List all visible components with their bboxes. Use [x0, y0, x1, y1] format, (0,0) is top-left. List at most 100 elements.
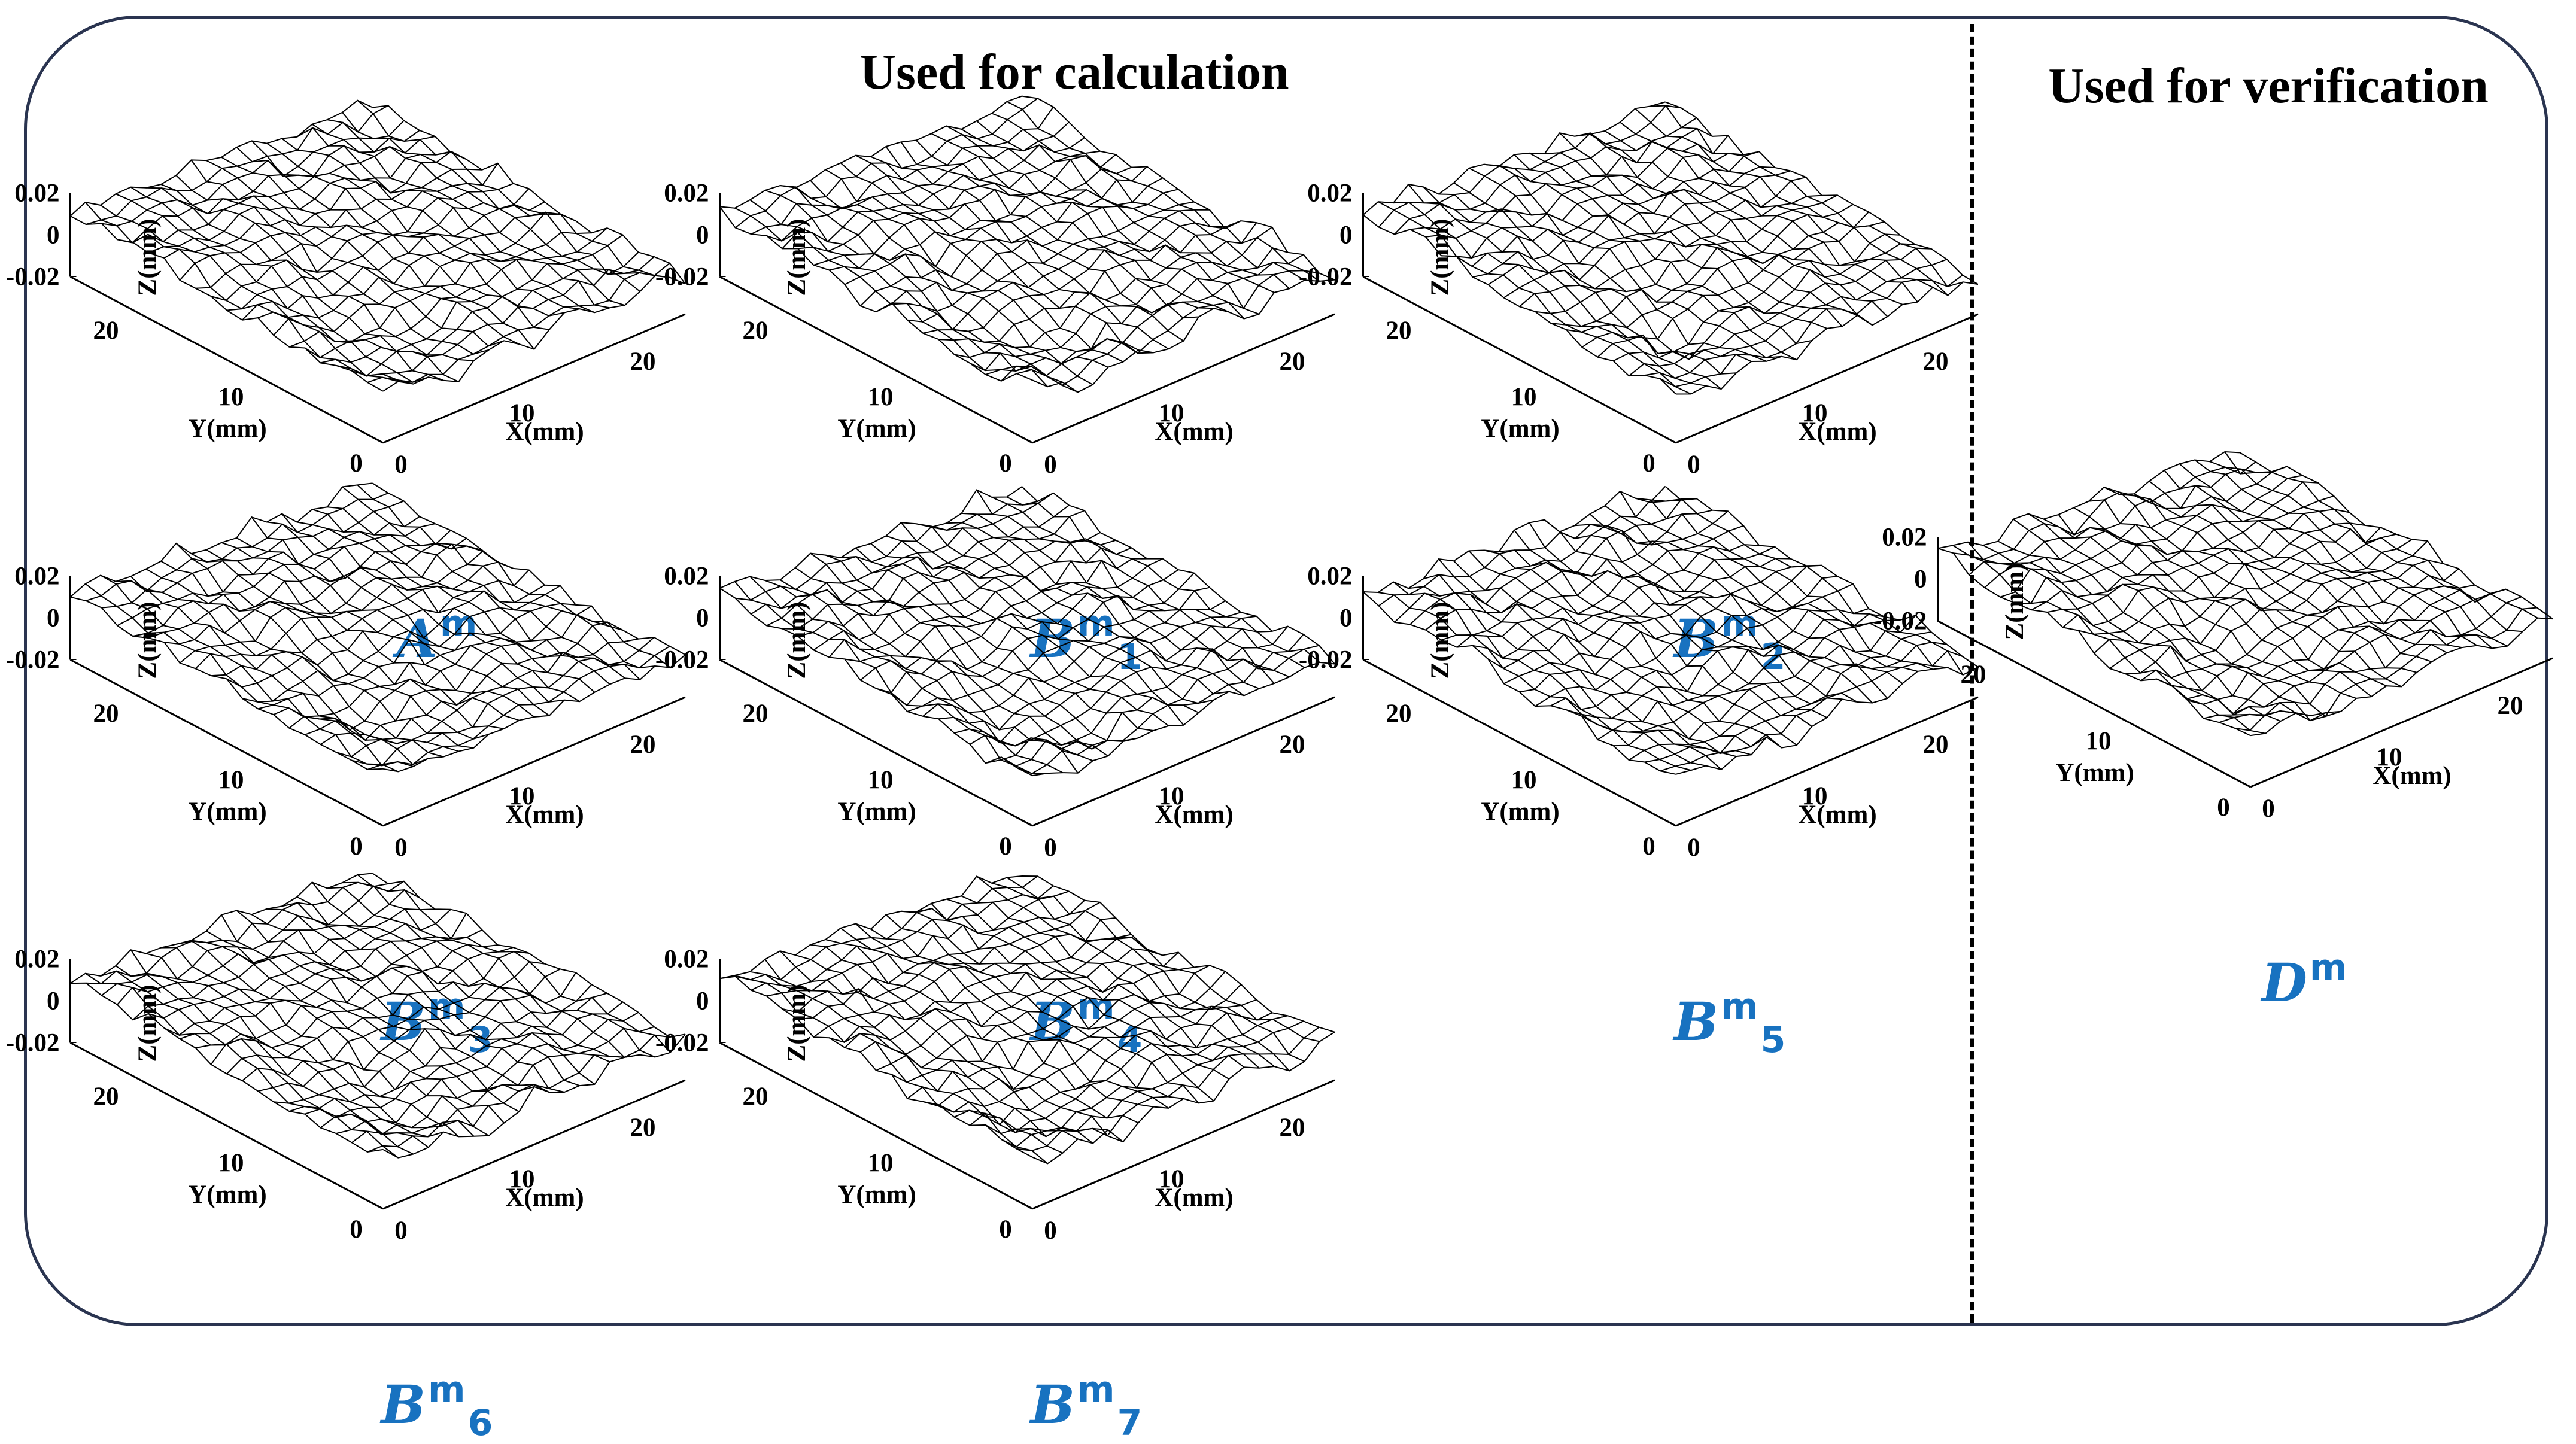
y-axis-label: Y(mm): [1481, 415, 1559, 443]
x-tick-label: 20: [2498, 692, 2523, 720]
z-tick-label: 0.02: [664, 563, 709, 591]
y-tick-label: 20: [1386, 317, 1412, 345]
surface-plot-b1: 0.02 0 -0.02 20 10 0 0 10 20 Z(mm) Y(mm) X(mm) Bm1: [655, 95, 1404, 678]
y-axis-line: [1362, 276, 1676, 444]
z-tick-label: 0.02: [1882, 524, 1927, 552]
x-tick-label: 0: [1044, 1217, 1057, 1245]
z-axis-label: Z(mm): [133, 985, 162, 1062]
z-tick-label: -0.02: [655, 263, 709, 291]
x-tick-label: 20: [1280, 731, 1305, 759]
z-axis-label: Z(mm): [1426, 219, 1454, 296]
y-axis-line: [1937, 620, 2251, 788]
y-axis-line: [69, 1042, 384, 1210]
surface-plot-svg: 0.02 0 -0.02 20 10 0 0 10 20 Z(mm) Y(mm) X(mm): [6, 873, 686, 1245]
z-tick-label: 0.02: [1307, 180, 1352, 208]
plot-name-label: Bm6: [381, 1369, 493, 1444]
surface-plot-b2: 0.02 0 -0.02 20 10 0 0 10 20 Z(mm) Y(mm) X(mm) Bm2: [1299, 101, 2047, 678]
x-axis-line: [1032, 696, 1335, 827]
y-axis-line: [1362, 659, 1676, 827]
x-axis-label: X(mm): [505, 418, 584, 446]
y-tick-label: 10: [868, 1149, 894, 1177]
x-tick-label: 10: [1802, 782, 1828, 810]
x-tick-label: 10: [2377, 743, 2402, 771]
surface-plot-svg: 0.02 0 -0.02 20 10 0 0 10 20 Z(mm) Y(mm) X(mm): [1299, 485, 1979, 862]
z-axis-label: Z(mm): [783, 602, 811, 679]
y-axis-label: Y(mm): [837, 415, 916, 443]
z-tick-label: -0.02: [6, 263, 60, 291]
y-tick-label: 0: [350, 1215, 363, 1244]
y-tick-label: 10: [218, 766, 244, 794]
x-tick-label: 20: [1923, 731, 1949, 759]
z-tick-label: -0.02: [655, 1029, 709, 1057]
z-tick-label: -0.02: [1299, 646, 1353, 674]
z-tick-label: -0.02: [6, 1029, 60, 1057]
z-axis-label: Z(mm): [783, 985, 811, 1062]
heading-verification: Used for verification: [2048, 58, 2489, 114]
y-axis-label: Y(mm): [2055, 759, 2134, 787]
surface-plot-a: 0.02 0 -0.02 20 10 0 0 10 20 Z(mm) Y(mm) X(mm) Am: [6, 99, 754, 670]
y-axis-label: Y(mm): [188, 1181, 266, 1209]
x-axis-label: X(mm): [1155, 801, 1233, 829]
y-tick-label: 0: [350, 449, 363, 478]
z-tick-label: 0: [696, 987, 709, 1016]
y-tick-label: 0: [999, 449, 1012, 478]
plot-name-label: Bm5: [1673, 986, 1786, 1061]
y-tick-label: 0: [999, 832, 1012, 861]
z-tick-label: 0: [1339, 604, 1353, 633]
x-tick-label: 10: [1159, 782, 1184, 810]
x-tick-label: 20: [630, 1114, 656, 1142]
y-tick-label: 10: [868, 766, 894, 794]
x-axis-line: [1675, 313, 1979, 444]
surface-mesh: [719, 486, 1335, 777]
dashed-divider: [1970, 24, 1974, 1323]
x-axis-line: [1032, 1079, 1335, 1210]
z-axis-label: Z(mm): [2001, 563, 2029, 640]
x-axis-line: [1032, 313, 1335, 444]
x-tick-label: 0: [2262, 795, 2275, 823]
x-tick-label: 0: [394, 834, 408, 862]
surface-plot-svg: 0.02 0 -0.02 20 10 0 0 10 20 Z(mm) Y(mm) X(mm): [655, 875, 1335, 1245]
x-tick-label: 20: [630, 731, 656, 759]
y-axis-line: [719, 1042, 1033, 1210]
z-tick-label: 0: [47, 604, 60, 633]
surface-plot-b7: 0.02 0 -0.02 20 10 0 0 10 20 Z(mm) Y(mm) X(mm) Bm7: [655, 875, 1404, 1444]
y-tick-label: 0: [1642, 449, 1655, 478]
y-tick-label: 20: [93, 1083, 119, 1111]
x-tick-label: 10: [509, 399, 535, 427]
x-tick-label: 0: [394, 451, 408, 479]
z-tick-label: 0: [47, 221, 60, 250]
z-tick-label: -0.02: [1873, 607, 1927, 636]
y-axis-line: [69, 659, 384, 827]
x-axis-label: X(mm): [2373, 762, 2451, 790]
y-axis-label: Y(mm): [1481, 798, 1559, 826]
z-tick-label: 0: [1339, 221, 1353, 250]
y-tick-label: 20: [1961, 661, 1986, 689]
y-tick-label: 20: [1386, 700, 1412, 728]
x-tick-label: 10: [1802, 399, 1828, 427]
x-axis-line: [2250, 657, 2553, 788]
x-tick-label: 0: [1044, 834, 1057, 862]
z-tick-label: 0: [696, 221, 709, 250]
x-axis-label: X(mm): [1155, 1184, 1233, 1212]
y-tick-label: 20: [93, 700, 119, 728]
y-tick-label: 10: [1511, 766, 1537, 794]
surface-mesh: [69, 99, 686, 392]
x-tick-label: 0: [1687, 451, 1700, 479]
surface-mesh: [1362, 485, 1979, 775]
surface-plot-svg: 0.02 0 -0.02 20 10 0 0 10 20 Z(mm) Y(mm) X(mm): [655, 486, 1335, 862]
x-axis-label: X(mm): [505, 801, 584, 829]
y-tick-label: 0: [350, 832, 363, 861]
x-tick-label: 10: [509, 782, 535, 810]
rounded-frame: [24, 16, 2548, 1326]
y-tick-label: 0: [1642, 832, 1655, 861]
x-axis-label: X(mm): [1798, 418, 1876, 446]
z-tick-label: 0.02: [664, 946, 709, 974]
surface-plot-svg: 0.02 0 -0.02 20 10 0 0 10 20 Z(mm) Y(mm) X(mm): [1873, 451, 2553, 823]
x-tick-label: 20: [1280, 348, 1305, 376]
x-tick-label: 0: [1687, 834, 1700, 862]
y-tick-label: 10: [2086, 727, 2112, 755]
x-tick-label: 20: [1280, 1114, 1305, 1142]
z-tick-label: -0.02: [6, 646, 60, 674]
y-tick-label: 10: [868, 383, 894, 411]
x-axis-label: X(mm): [1798, 801, 1876, 829]
